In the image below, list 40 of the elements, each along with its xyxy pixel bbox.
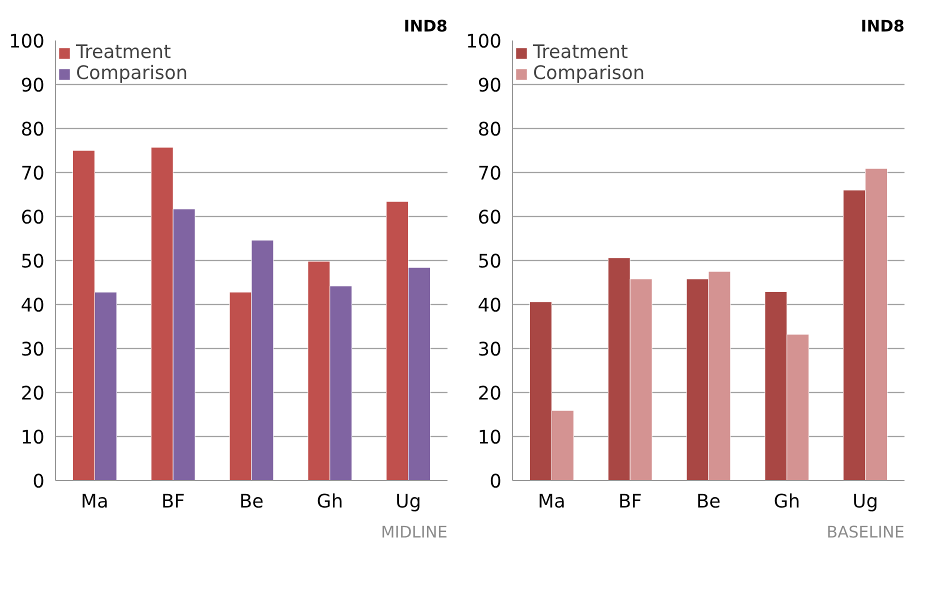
y-tick-label: 90 <box>20 76 45 96</box>
x-tick-label: Ug <box>852 492 878 512</box>
y-tick-label: 30 <box>20 340 45 360</box>
y-tick-label: 80 <box>478 120 502 140</box>
chart-title: IND8 <box>860 16 905 36</box>
x-tick-label: BF <box>161 492 185 512</box>
y-tick-label: 10 <box>478 428 502 448</box>
y-tick-label: 40 <box>20 296 45 316</box>
y-tick-label: 30 <box>478 340 502 360</box>
x-tick-label: Ma <box>80 492 108 512</box>
y-tick-label: 20 <box>20 384 45 404</box>
y-tick-label: 100 <box>466 32 502 52</box>
y-tick-label: 60 <box>20 208 45 228</box>
legend-label: Treatment <box>533 42 628 63</box>
y-tick-label: 20 <box>478 384 502 404</box>
x-tick-label: BF <box>618 492 642 512</box>
y-tick-label: 40 <box>478 296 502 316</box>
legend-label: Comparison <box>533 63 645 84</box>
y-tick-label: 0 <box>490 472 502 492</box>
y-tick-label: 100 <box>8 32 44 52</box>
y-tick-label: 50 <box>20 252 45 272</box>
x-tick-label: Gh <box>316 492 344 512</box>
y-tick-label: 80 <box>20 120 45 140</box>
chart-title: IND8 <box>404 16 448 36</box>
x-tick-label: Ma <box>538 492 566 512</box>
y-tick-label: 70 <box>478 164 502 184</box>
y-tick-label: 90 <box>478 76 502 96</box>
y-tick-label: 0 <box>32 472 45 492</box>
y-tick-label: 50 <box>478 252 502 272</box>
text: BASELINE <box>826 522 905 542</box>
y-tick-label: 70 <box>20 164 45 184</box>
x-tick-label: Be <box>696 492 721 512</box>
text: MIDLINE <box>380 522 448 542</box>
x-tick-label: Gh <box>774 492 800 512</box>
x-tick-label: Be <box>239 492 264 512</box>
y-tick-label: 60 <box>478 208 502 228</box>
y-tick-label: 10 <box>20 428 45 448</box>
x-tick-label: Ug <box>396 492 422 512</box>
legend-label: Treatment <box>76 42 171 63</box>
legend-label: Comparison <box>76 63 188 84</box>
